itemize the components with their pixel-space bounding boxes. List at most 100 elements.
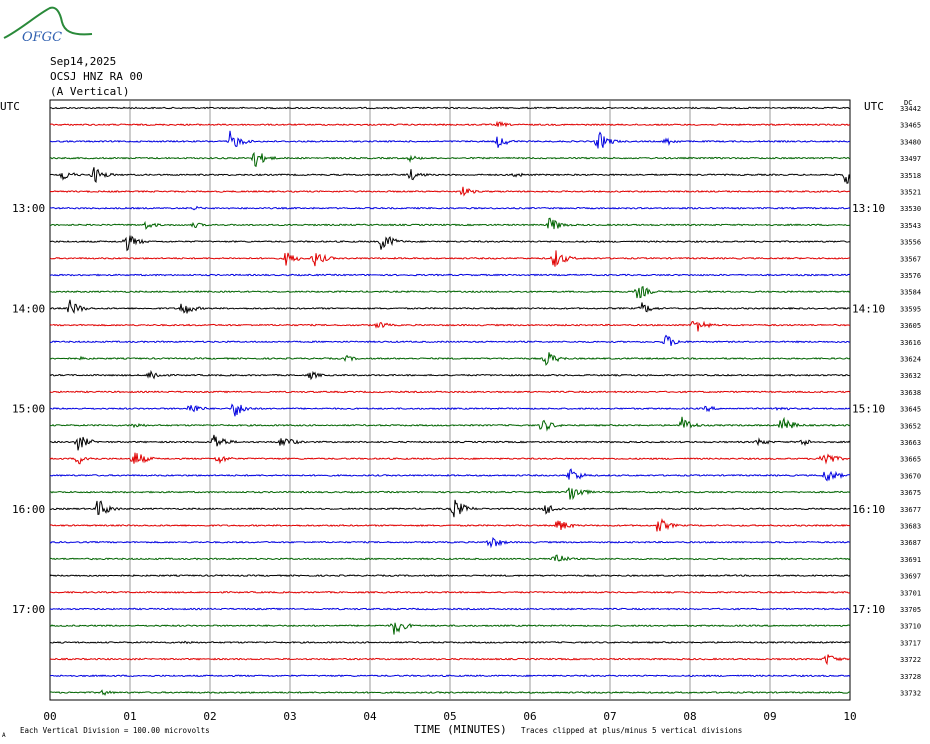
trace-line <box>49 554 851 562</box>
trace-line <box>49 590 851 594</box>
x-tick-label: 01 <box>123 710 136 723</box>
trace-line <box>49 369 851 381</box>
dc-offset-label: 33442 <box>900 105 921 113</box>
left-time-labels: 13:00 14:00 15:00 16:00 17:00 <box>12 202 45 616</box>
utc-left-label: UTC <box>0 100 20 113</box>
trace-line <box>49 654 851 666</box>
x-tick-label: 02 <box>203 710 216 723</box>
trace-line <box>49 205 851 211</box>
dc-offset-label: 33576 <box>900 272 921 280</box>
dc-offset-label: 33595 <box>900 305 921 313</box>
logo: OFGC <box>3 6 93 45</box>
trace-line <box>49 186 851 197</box>
dc-offset-labels: 33442 33465 33480 33497 33518 33521 33530 33543… <box>900 105 921 698</box>
x-tick-label: 04 <box>363 710 377 723</box>
trace-line <box>49 518 851 532</box>
vertical-gridlines <box>129 100 771 700</box>
trace-line <box>49 320 851 332</box>
station-label: OCSJ HNZ RA 00 <box>50 70 143 83</box>
x-tick-label: 05 <box>443 710 456 723</box>
trace-line <box>49 235 851 252</box>
trace-line <box>49 537 851 549</box>
dc-offset-label: 33518 <box>900 172 921 180</box>
trace-line <box>49 120 851 128</box>
trace-line <box>49 416 851 432</box>
trace-line <box>49 403 851 417</box>
left-time-label: 14:00 <box>12 302 45 315</box>
trace-line <box>49 574 851 578</box>
dc-offset-label: 33605 <box>900 322 921 330</box>
trace-line <box>49 299 851 315</box>
trace-line <box>49 217 851 230</box>
dc-offset-label: 33691 <box>900 556 921 564</box>
trace-line <box>49 487 851 501</box>
trace-line <box>49 130 851 149</box>
dc-offset-label: 33567 <box>900 255 921 263</box>
dc-offset-label: 33717 <box>900 639 921 647</box>
footer-mark: A <box>2 732 6 739</box>
dc-offset-label: 33632 <box>900 372 921 380</box>
x-tick-label: 06 <box>523 710 536 723</box>
traces-group <box>49 106 851 696</box>
dc-offset-label: 33697 <box>900 573 921 581</box>
trace-line <box>49 607 851 611</box>
dc-offset-label: 33584 <box>900 289 921 297</box>
dc-offset-label: 33556 <box>900 239 921 247</box>
dc-offset-label: 33645 <box>900 406 921 414</box>
utc-right-label: UTC <box>864 100 884 113</box>
dc-offset-label: 33665 <box>900 456 921 464</box>
dc-offset-label: 33465 <box>900 122 921 130</box>
footer-clip-note: Traces clipped at plus/minus 5 vertical … <box>521 726 742 735</box>
left-time-label: 17:00 <box>12 603 45 616</box>
dc-offset-label: 33705 <box>900 606 921 614</box>
dc-offset-label: 33677 <box>900 506 921 514</box>
trace-line <box>49 499 851 518</box>
dc-offset-label: 33543 <box>900 222 921 230</box>
logo-text: OFGC <box>22 30 62 45</box>
x-axis-title: TIME (MINUTES) <box>414 723 507 736</box>
right-time-label: 13:10 <box>852 202 885 215</box>
component-label: (A Vertical) <box>50 85 129 98</box>
dc-offset-label: 33687 <box>900 539 921 547</box>
x-axis-tick-labels: 00 01 02 03 04 05 06 07 08 09 10 <box>43 710 856 723</box>
trace-line <box>49 352 851 366</box>
trace-line <box>49 334 851 346</box>
dc-offset-label: 33701 <box>900 589 921 597</box>
x-tick-label: 09 <box>763 710 776 723</box>
trace-line <box>49 468 851 482</box>
dc-offset-label: 33732 <box>900 690 921 698</box>
dc-offset-label: 33728 <box>900 673 921 681</box>
left-time-label: 15:00 <box>12 403 45 416</box>
trace-line <box>49 452 851 465</box>
right-time-labels: 13:10 14:10 15:10 16:10 17:10 <box>852 202 885 616</box>
trace-line <box>49 622 851 635</box>
trace-line <box>49 434 851 451</box>
dc-offset-label: 33675 <box>900 489 921 497</box>
trace-line <box>49 674 851 678</box>
dc-offset-label: 33624 <box>900 356 921 364</box>
dc-offset-label: 33683 <box>900 523 921 531</box>
dc-offset-label: 33663 <box>900 439 921 447</box>
footer-scale-note: Each Vertical Division = 100.00 microvol… <box>20 726 210 735</box>
right-time-label: 16:10 <box>852 503 885 516</box>
x-tick-label: 00 <box>43 710 56 723</box>
x-tick-label: 03 <box>283 710 296 723</box>
dc-offset-label: 33497 <box>900 155 921 163</box>
date-label: Sep14,2025 <box>50 55 116 68</box>
trace-line <box>49 689 851 696</box>
logo-swoosh <box>3 6 93 39</box>
x-tick-label: 08 <box>683 710 696 723</box>
trace-line <box>49 640 851 645</box>
dc-offset-label: 33710 <box>900 623 921 631</box>
x-tick-label: 07 <box>603 710 616 723</box>
dc-offset-label: 33722 <box>900 656 921 664</box>
dc-offset-label: 33616 <box>900 339 921 347</box>
trace-line <box>49 106 851 110</box>
dc-offset-label: 33638 <box>900 389 921 397</box>
dc-offset-label: 33670 <box>900 472 921 480</box>
left-time-label: 13:00 <box>12 202 45 215</box>
trace-line <box>49 167 851 184</box>
x-tick-label: 10 <box>843 710 856 723</box>
trace-line <box>49 285 851 299</box>
